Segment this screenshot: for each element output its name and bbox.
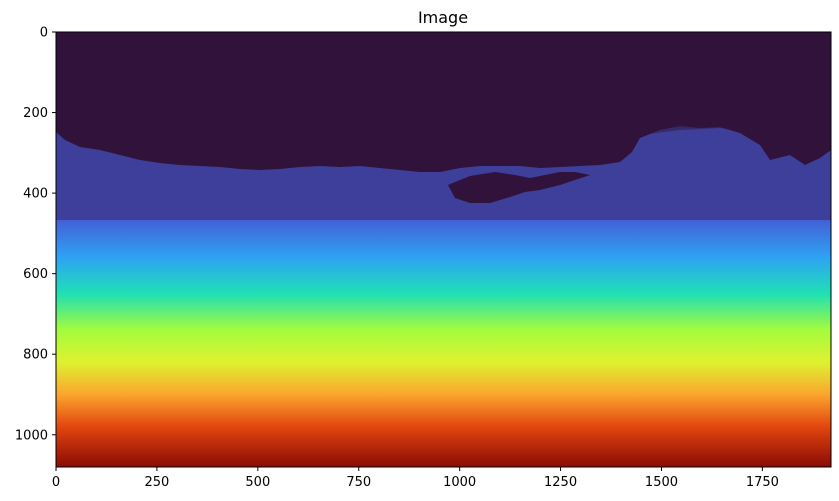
x-tick-label: 1250 — [544, 475, 577, 490]
chart-title: Image — [418, 8, 468, 27]
x-tick-label: 1500 — [645, 475, 678, 490]
y-tick-label: 800 — [23, 348, 48, 363]
x-tick-label: 750 — [346, 475, 371, 490]
y-axis: 0 200 400 600 800 1000 — [15, 26, 56, 443]
x-tick-label: 500 — [245, 475, 270, 490]
x-tick-label: 1000 — [443, 475, 476, 490]
x-axis: 0 250 500 750 1000 1250 1500 1750 — [52, 467, 779, 490]
heatmap-dark-region — [56, 32, 831, 172]
y-tick-label: 200 — [23, 106, 48, 121]
x-tick-label: 1750 — [746, 475, 779, 490]
y-tick-label: 600 — [23, 267, 48, 282]
y-tick-label: 1000 — [15, 428, 48, 443]
heatmap-dark-pocket — [448, 172, 590, 203]
y-tick-label: 400 — [23, 187, 48, 202]
heatmap-image — [56, 32, 831, 467]
x-tick-label: 0 — [52, 475, 60, 490]
plot-frame — [55, 31, 832, 468]
y-tick-label: 0 — [40, 26, 48, 41]
x-tick-label: 250 — [144, 475, 169, 490]
